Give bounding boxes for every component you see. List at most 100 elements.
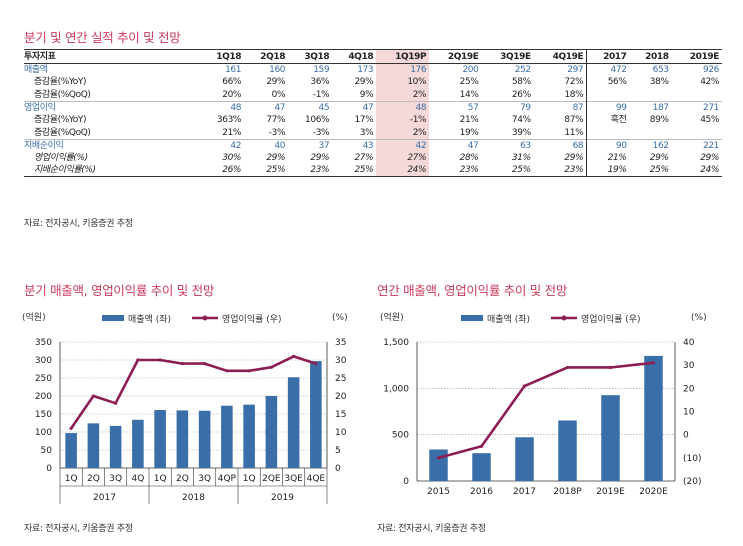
bar xyxy=(132,419,144,468)
table-cell: 160 xyxy=(269,65,286,76)
row-label: 영업이익 xyxy=(24,100,200,114)
y-right-tick-label: 15 xyxy=(335,410,346,420)
bar xyxy=(644,355,663,481)
y-right-tick-label: 20 xyxy=(335,392,347,402)
bar xyxy=(558,420,577,481)
table-cell: 21% xyxy=(222,127,242,138)
y-left-tick-label: 250 xyxy=(35,374,52,384)
table-cell: 99 xyxy=(586,100,630,114)
bar xyxy=(109,425,122,468)
table-row: 증감율(%QoQ) 20% 0% -1% 9% 2% 14% 26% 18% xyxy=(24,88,722,102)
table-cell: 38% xyxy=(649,77,669,88)
table-cell xyxy=(587,126,630,139)
table-cell: 72% xyxy=(533,76,588,89)
bar xyxy=(310,361,322,468)
table-cell: 58% xyxy=(511,77,531,88)
table-cell: 472 xyxy=(610,65,627,76)
table-cell: 89% xyxy=(649,115,669,126)
table-cell: 30% xyxy=(222,152,242,163)
table-cell xyxy=(672,89,722,102)
table-cell: 45 xyxy=(288,100,333,114)
table-cell: 27% xyxy=(354,152,374,163)
y-right-tick-label: (10) xyxy=(683,454,701,464)
table-cell: 14% xyxy=(459,89,479,100)
table-cell: 79 xyxy=(481,100,534,114)
x-group-label: 2017 xyxy=(93,493,116,503)
bar xyxy=(243,404,255,468)
x-tick-label: 2016 xyxy=(470,487,493,497)
table-cell: 25% xyxy=(332,164,377,178)
y-right-tick-label: 25 xyxy=(335,374,346,384)
table-cell: 271 xyxy=(671,100,722,114)
table-cell: 24% xyxy=(376,164,430,178)
table-cell: 19% xyxy=(586,164,630,178)
y-left-tick-label: 350 xyxy=(35,338,52,348)
row-label: 지배순이익 xyxy=(24,138,200,152)
margin-point xyxy=(225,369,229,373)
table-header-cell: 2Q19E xyxy=(429,49,482,64)
legend-line-label: 영업이익률 (우) xyxy=(222,313,282,325)
x-tick-label: 2Q xyxy=(176,474,189,484)
table-cell: 43 xyxy=(332,138,377,152)
y-left-tick-label: 200 xyxy=(35,392,52,402)
y-right-tick-label: 10 xyxy=(335,428,347,438)
table-row: 영업이익 48 47 45 47 48 57 79 87 99 187 271 xyxy=(24,100,722,114)
table-cell: -1% xyxy=(312,89,330,100)
table-body: 매출액 161 160 159 173 176 200 252 297 472 653 926 증감율(… xyxy=(24,63,722,178)
table-cell: 3% xyxy=(359,127,374,138)
bar xyxy=(65,433,77,468)
table-row: 증감율(%QoQ) 21% -3% -3% 3% 2% 19% 39% 11% xyxy=(24,126,722,140)
performance-table: 투자지표 1Q18 2Q18 3Q18 4Q18 1Q19P 2Q19E 3Q19E 4Q19E… xyxy=(24,49,722,178)
table-cell: 23% xyxy=(429,164,482,178)
bar xyxy=(429,449,448,481)
table-cell: 2% xyxy=(376,88,430,102)
table-cell: 31% xyxy=(511,152,531,163)
table-cell: 42 xyxy=(376,138,430,152)
table-cell: 19% xyxy=(459,127,479,138)
table-row: 지배순이익률(%) 26% 25% 23% 25% 24% 23% 25% 23% 19% 25% 2… xyxy=(24,164,722,178)
table-cell: 27% xyxy=(376,151,430,165)
table-header-cell: 1Q18 xyxy=(200,49,245,64)
table-cell: 252 xyxy=(514,65,531,76)
table-cell: 2% xyxy=(376,126,430,140)
bar xyxy=(265,396,278,468)
row-label: 매출액 xyxy=(24,65,48,76)
x-tick-label: 4QP xyxy=(218,474,237,484)
annual-chart: (억원) (%) 매출액 (좌) 영업이익률 (우) 0 500 1,000 1,500 (20… xyxy=(380,311,707,497)
table-cell: 29% xyxy=(354,77,374,88)
margin-point xyxy=(158,358,162,362)
table-cell xyxy=(587,89,630,102)
table-cell: 28% xyxy=(459,152,479,163)
table-row: 증감율(%YoY) 363% 77% 106% 17% -1% 21% 74% 87% 흑전 89%… xyxy=(24,113,722,127)
right-axis-unit: (%) xyxy=(691,313,707,323)
y-left-tick-label: 500 xyxy=(392,431,409,441)
x-tick-label: 2Q xyxy=(87,474,100,484)
table-cell: 90 xyxy=(586,138,630,152)
left-axis-unit: (억원) xyxy=(22,311,46,323)
y-right-tick-label: 30 xyxy=(335,356,347,366)
legend-bar-swatch xyxy=(461,315,483,321)
margin-point xyxy=(180,362,184,366)
y-left-tick-label: 0 xyxy=(403,477,409,487)
table-cell: 363% xyxy=(216,115,242,126)
quarterly-chart: (억원) (%)매출액 (좌) 영업이익률 (우)05010015020025030… xyxy=(22,311,348,504)
table-source: 자료: 전자공시, 키움증권 추정 xyxy=(24,219,133,229)
table-cell xyxy=(672,126,722,139)
table-cell: 57 xyxy=(429,100,482,114)
table-cell: 74% xyxy=(511,115,531,126)
table-cell: 25% xyxy=(481,164,534,178)
table-cell: 20% xyxy=(222,89,242,100)
table-cell: 159 xyxy=(313,65,330,76)
table-cell: 17% xyxy=(354,115,374,126)
margin-point xyxy=(247,369,251,373)
y-right-tick-label: 20 xyxy=(683,384,695,394)
bar xyxy=(515,437,534,481)
table-cell: 221 xyxy=(671,138,722,152)
table-header-label: 투자지표 xyxy=(24,49,200,64)
table-cell: 29% xyxy=(533,151,588,165)
x-tick-label: 1Q xyxy=(65,474,78,484)
table-cell: 42 xyxy=(200,138,245,152)
row-label: 증감율(%YoY) xyxy=(34,115,87,126)
table-row: 매출액 161 160 159 173 176 200 252 297 472 653 926 xyxy=(24,63,722,77)
table-cell: 0% xyxy=(271,89,286,100)
